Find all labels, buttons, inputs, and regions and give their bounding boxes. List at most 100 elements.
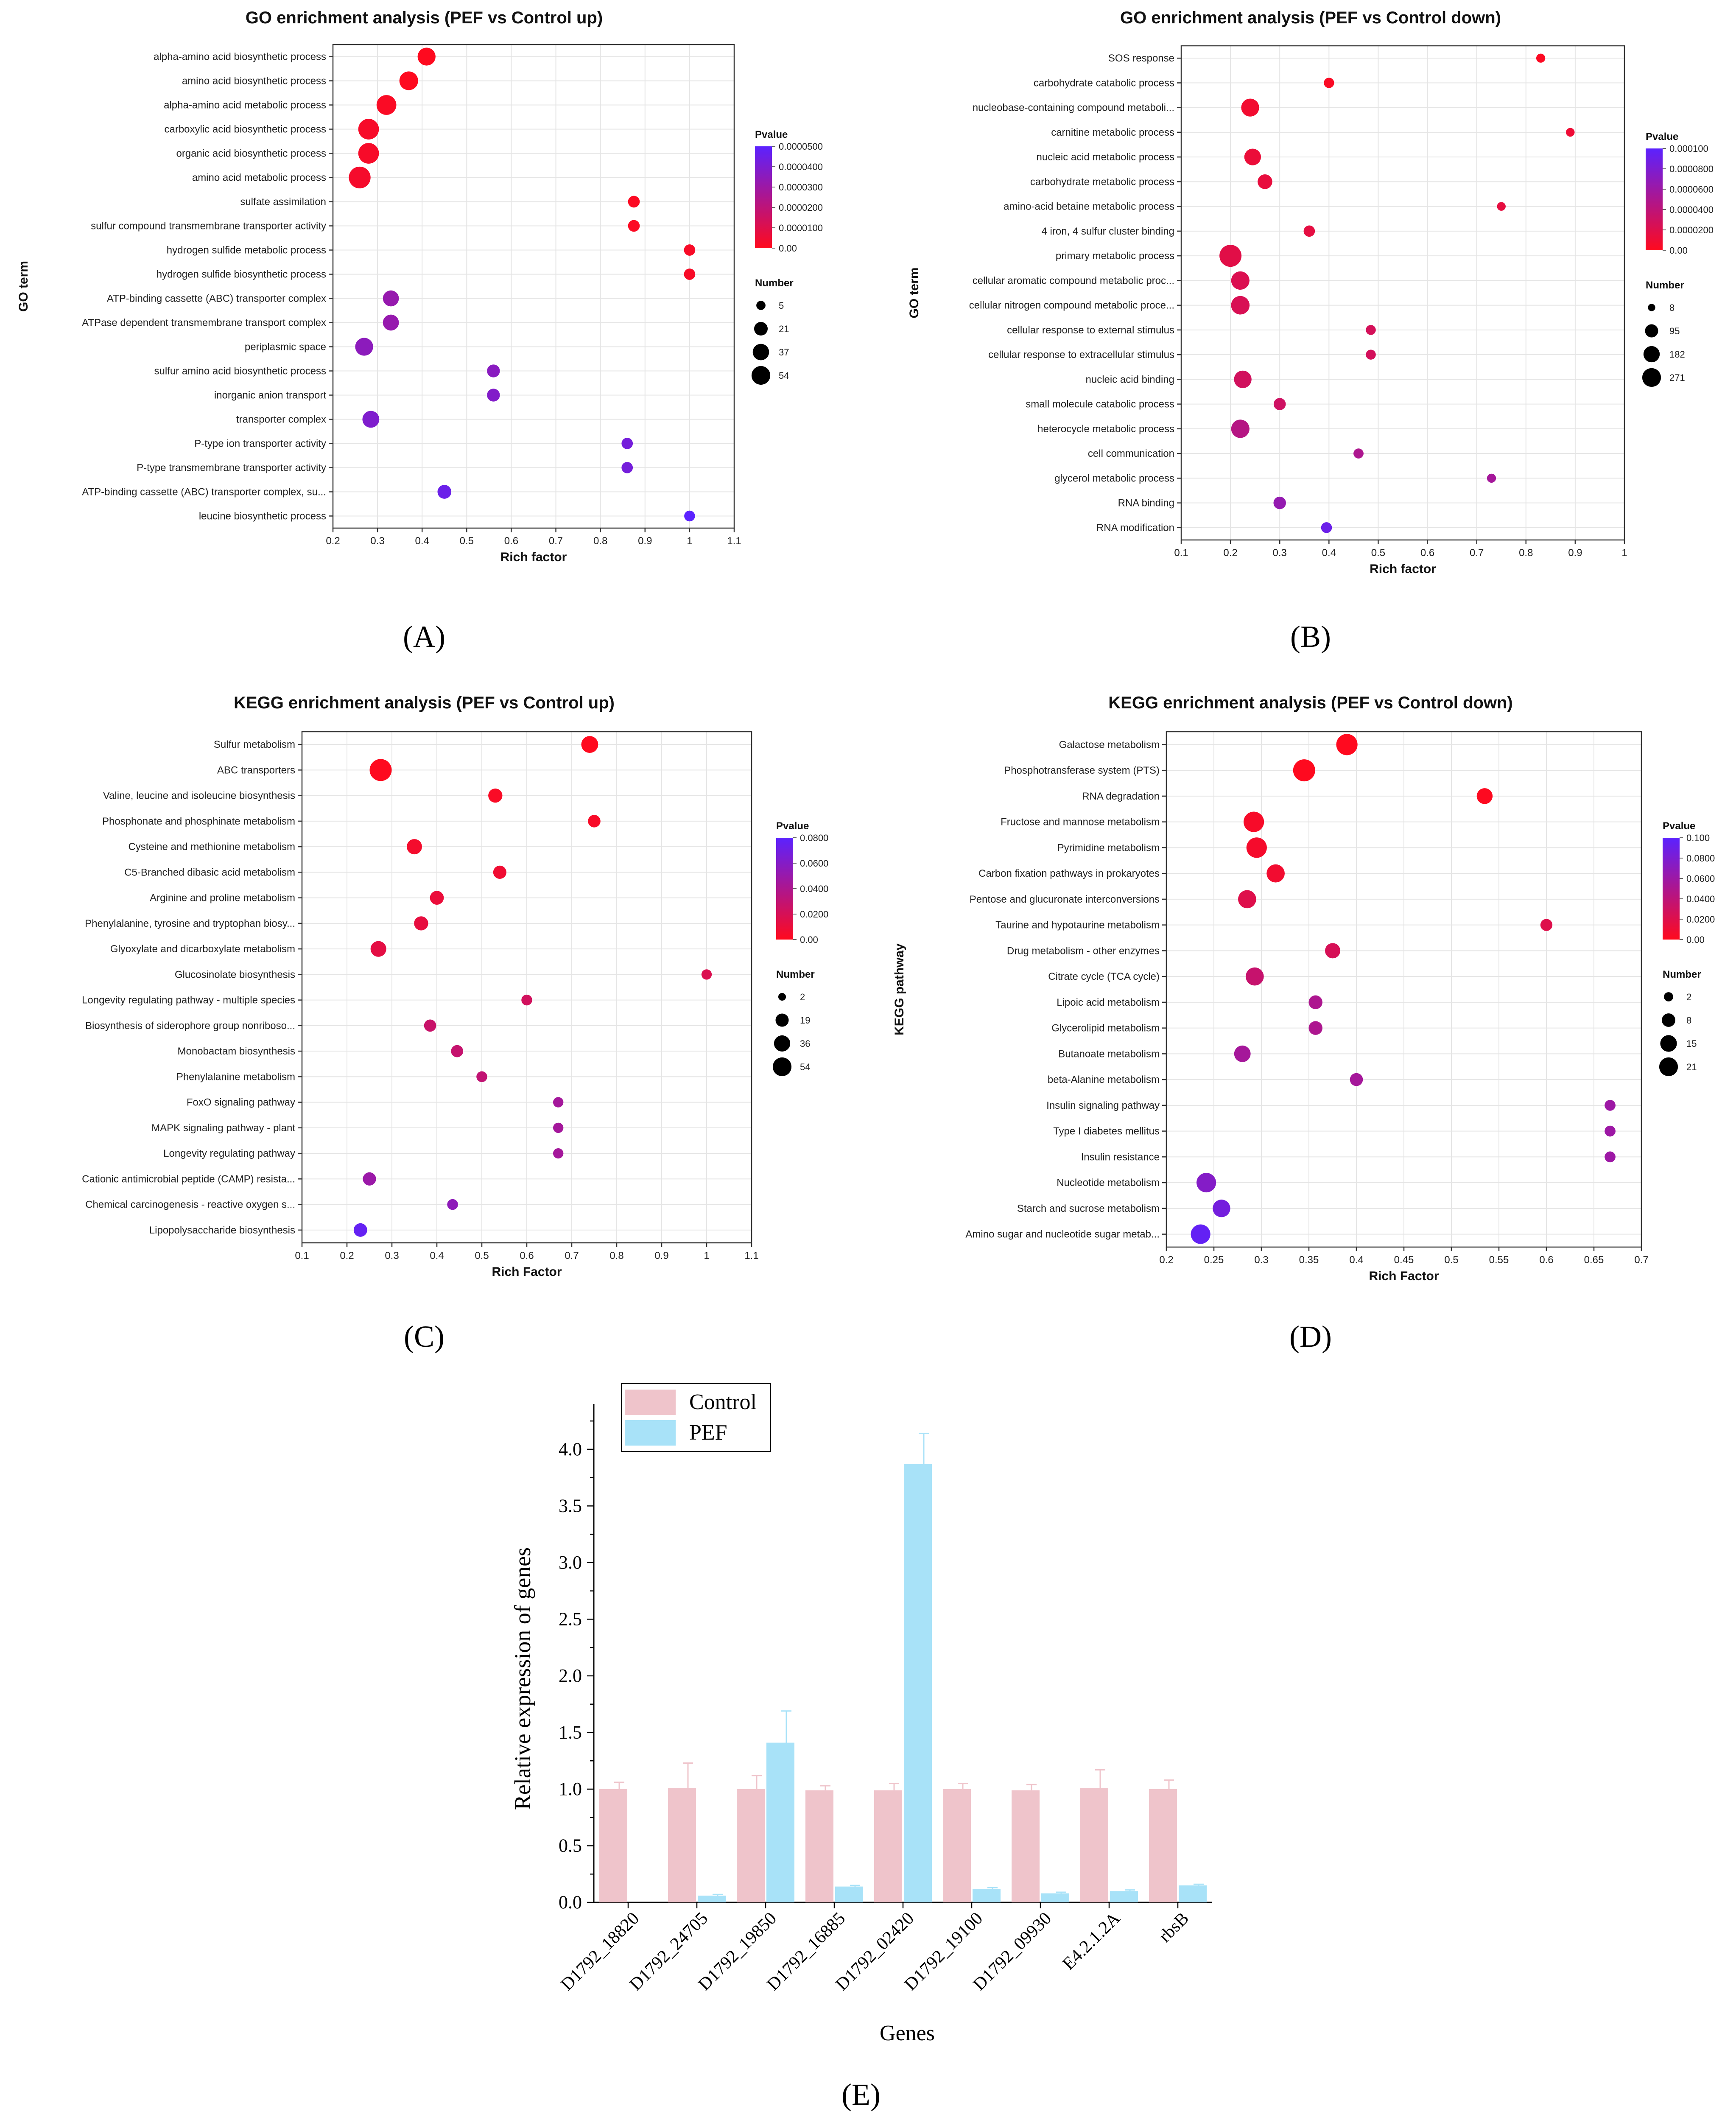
x-tick-label: 0.65 [1584,1254,1604,1266]
legend-size-dot [1664,992,1673,1001]
legend-size-dot [756,301,766,310]
legend-size-dot [1659,1057,1678,1077]
term-label: heterocycle metabolic process [1037,423,1174,435]
term-label: amino acid metabolic process [192,172,326,184]
legend-pvalue-title: Pvalue [755,129,788,140]
bubble-point [1336,734,1358,755]
legend-color-label: 0.0000100 [779,223,823,233]
bubble-point [1231,271,1250,290]
x-tick-label: 1.1 [727,535,741,547]
legend-color-label: 0.0000300 [779,182,823,193]
panel-label-d: (D) [1289,1320,1332,1354]
term-label: Phenylalanine metabolism [176,1071,295,1082]
bubble-point [521,994,532,1006]
legend-pvalue-title: Pvalue [1663,820,1695,832]
bubble-point [684,244,696,256]
legend-color-label: 0.0200 [800,909,828,920]
bubble-point [383,314,399,331]
bubble-point [407,839,422,855]
x-tick-label: 0.3 [370,535,384,547]
bubble-point [1366,325,1376,335]
y-tick-label: 2.0 [559,1665,582,1686]
legend-series-label: Control [689,1390,757,1414]
term-label: Butanoate metabolism [1058,1048,1160,1060]
legend-number-title: Number [776,969,815,980]
pef-bar [1110,1891,1138,1902]
bubble-point [1213,1200,1230,1217]
term-label: Type I diabetes mellitus [1053,1126,1160,1137]
bubble-point [353,1223,367,1237]
term-label: SOS response [1108,53,1174,64]
pef-bar [973,1888,1001,1902]
bubble-point [553,1122,564,1133]
bubble-point [1487,473,1496,483]
bubble-point [1241,98,1259,117]
bubble-point [1244,148,1261,165]
bubble-point [349,166,371,189]
term-label: ATP-binding cassette (ABC) transporter c… [107,293,326,305]
chart-title-d: KEGG enrichment analysis (PEF vs Control… [1108,694,1513,712]
term-label: sulfate assimilation [240,196,326,208]
term-label: small molecule catabolic process [1026,399,1174,410]
term-label: periplasmic space [245,341,326,353]
pef-bar [1041,1893,1069,1902]
plot-area-a [333,45,734,528]
legend-color-label: 0.00 [800,934,818,945]
legend-number-title: Number [1646,280,1684,291]
y-tick-label: 4.0 [559,1439,582,1460]
control-bar [599,1789,627,1902]
term-label: inorganic anion transport [214,390,326,401]
x-tick-label: 1 [687,535,692,547]
control-bar [1080,1788,1108,1902]
legend-color-label: 0.0000500 [779,141,823,152]
term-label: beta-Alanine metabolism [1048,1074,1160,1085]
legend-size-label: 15 [1686,1038,1697,1049]
term-label: 4 iron, 4 sulfur cluster binding [1042,226,1175,237]
term-label: sulfur amino acid biosynthetic process [154,366,326,377]
bubble-point [1308,1021,1322,1035]
term-label: Longevity regulating pathway - multiple … [82,995,295,1006]
go-down-chart: GO enrichment analysis (PEF vs Control d… [907,8,1714,576]
bubble-point [399,71,418,90]
legend-size-dot [751,366,771,385]
bubble-point [1234,1045,1251,1062]
term-label: Chemical carcinogenesis - reactive oxyge… [85,1199,295,1211]
bubble-point [1238,890,1256,909]
term-label: Pyrimidine metabolism [1057,842,1160,853]
term-label: P-type transmembrane transporter activit… [137,462,326,474]
bubble-point [553,1097,564,1108]
term-label: Galactose metabolism [1059,739,1160,750]
term-label: carbohydrate metabolic process [1030,176,1174,187]
bubble-point [553,1148,564,1159]
term-label: Glucosinolate biosynthesis [175,969,295,980]
bubble-point [1605,1151,1616,1163]
term-label: alpha-amino acid metabolic process [164,100,326,111]
legend-size-label: 8 [1686,1015,1691,1026]
bubble-point [1246,837,1267,858]
pef-bar [766,1742,794,1902]
x-tick-label: 0.4 [1322,547,1336,559]
term-label: MAPK signaling pathway - plant [151,1122,295,1134]
bubble-point [684,510,695,522]
term-label: nucleobase-containing compound metaboli.… [973,102,1174,114]
bubble-point [581,736,598,753]
bubble-point [383,290,399,307]
term-label: C5-Branched dibasic acid metabolism [124,867,295,878]
term-label: ATPase dependent transmembrane transport… [82,317,326,329]
bubble-point [447,1199,458,1210]
legend-color-label: 0.00 [779,243,797,254]
term-label: organic acid biosynthetic process [176,148,326,159]
term-label: cellular aromatic compound metabolic pro… [973,275,1174,286]
legend-pvalue-title: Pvalue [1646,131,1678,143]
control-bar [737,1789,765,1902]
term-label: nucleic acid binding [1086,374,1174,385]
term-label: RNA binding [1118,498,1174,509]
legend-size-label: 95 [1669,326,1680,336]
bubble-point [417,48,436,66]
legend-size-dot [772,1057,792,1077]
x-tick-label: 0.5 [1371,547,1385,559]
term-label: Pentose and glucuronate interconversions [970,894,1160,905]
term-label: glycerol metabolic process [1054,473,1174,484]
term-label: ABC transporters [217,764,295,776]
x-tick-label: 0.9 [654,1250,668,1261]
